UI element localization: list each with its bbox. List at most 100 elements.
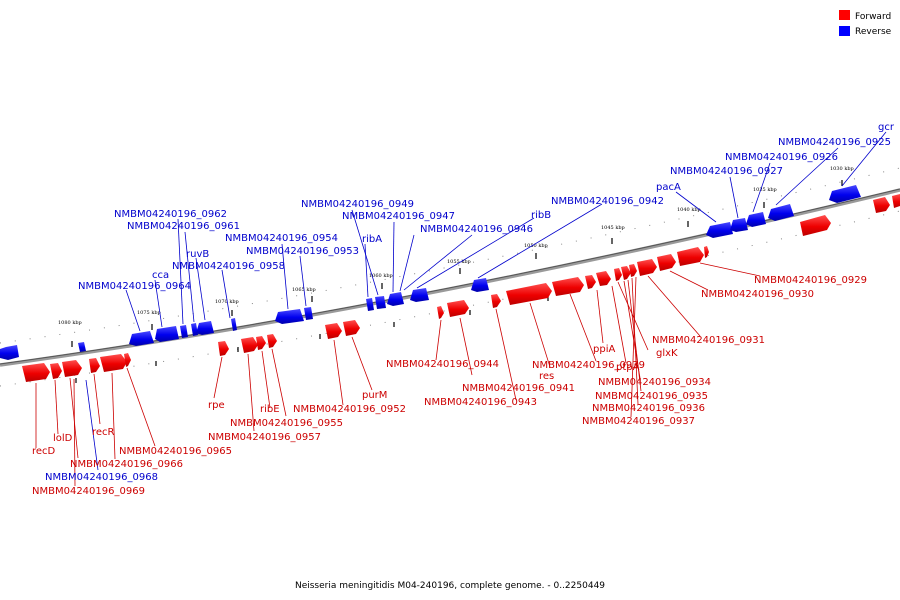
gene-reverse[interactable] (471, 278, 489, 292)
gene-label: purM (362, 390, 387, 401)
gene-label: NMBM04240196_0966 (70, 459, 183, 470)
gene-label: NMBM04240196_0955 (230, 418, 343, 429)
gene-label: NMBM04240196_0947 (342, 211, 455, 222)
gene-label: ribE (260, 404, 280, 415)
gene-label: NMBM04240196_0927 (670, 166, 783, 177)
map-caption: Neisseria meningitidis M04-240196, compl… (295, 581, 605, 591)
tick-label: 1040 kbp (677, 207, 701, 213)
major-ticks (71, 180, 843, 383)
gene-label: NMBM04240196_0929 (754, 275, 867, 286)
gene-forward[interactable] (800, 215, 831, 236)
gene-label: NMBM04240196_0968 (45, 472, 158, 483)
gene-forward[interactable] (892, 194, 900, 208)
tick-label: 1080 kbp (58, 320, 82, 326)
gene-label: NMBM04240196_0944 (386, 359, 499, 370)
legend: Forward Reverse (839, 10, 892, 37)
gene-label: cca (152, 270, 169, 281)
gene-label: NMBM04240196_0949 (301, 199, 414, 210)
gene-reverse[interactable] (0, 345, 19, 360)
gene-label: res (539, 371, 554, 382)
gene-forward[interactable] (629, 264, 637, 277)
gene-reverse[interactable] (730, 218, 748, 232)
gene-forward[interactable] (621, 266, 631, 280)
gene-forward[interactable] (343, 320, 360, 336)
gene-label: gcr (878, 122, 895, 133)
gene-forward[interactable] (506, 283, 552, 305)
gene-reverse[interactable] (231, 318, 237, 331)
gene-label: NMBM04240196_0937 (582, 416, 695, 427)
gene-forward[interactable] (89, 358, 100, 373)
gene-label: NMBM04240196_0946 (420, 224, 533, 235)
gene-forward[interactable] (241, 337, 258, 353)
gene-forward[interactable] (22, 363, 50, 382)
gene-forward[interactable] (437, 306, 444, 319)
gene-reverse[interactable] (155, 326, 179, 342)
gene-label: NMBM04240196_0936 (592, 403, 705, 414)
gene-forward[interactable] (704, 246, 709, 258)
gene-label: recD (32, 446, 56, 457)
gene-reverse[interactable] (829, 185, 861, 203)
gene-reverse[interactable] (410, 288, 429, 302)
tick-label: 1055 kbp (447, 259, 471, 265)
gene-forward[interactable] (325, 323, 342, 339)
tick-label: 1060 kbp (369, 273, 393, 279)
gene-label: NMBM04240196_0962 (114, 209, 227, 220)
gene-label: NMBM04240196_0939 (532, 360, 645, 371)
gene-forward[interactable] (62, 360, 82, 377)
gene-label: NMBM04240196_0954 (225, 233, 338, 244)
tick-label: 1050 kbp (524, 243, 548, 249)
gene-label: NMBM04240196_0934 (598, 377, 711, 388)
gene-forward[interactable] (256, 336, 266, 350)
gene-forward[interactable] (585, 275, 596, 289)
gene-label: NMBM04240196_0930 (701, 289, 814, 300)
gene-forward[interactable] (677, 247, 704, 266)
gene-forward[interactable] (124, 353, 131, 367)
gene-forward[interactable] (637, 259, 657, 276)
gene-reverse[interactable] (746, 212, 766, 227)
gene-reverse[interactable] (375, 296, 386, 309)
reverse-genes (0, 185, 861, 360)
gene-forward[interactable] (873, 197, 890, 213)
gene-forward[interactable] (657, 254, 676, 271)
gene-reverse[interactable] (304, 307, 313, 320)
gene-reverse[interactable] (196, 321, 214, 335)
gene-label: pacA (656, 182, 681, 193)
gene-reverse[interactable] (387, 292, 404, 306)
gene-reverse[interactable] (366, 298, 374, 311)
gene-forward[interactable] (447, 300, 469, 317)
tick-label: 1030 kbp (830, 166, 854, 172)
gene-forward[interactable] (596, 271, 611, 286)
gene-label: NMBM04240196_0969 (32, 486, 145, 497)
gene-reverse[interactable] (129, 331, 154, 346)
legend-label-forward: Forward (855, 12, 891, 22)
gene-label: NMBM04240196_0943 (424, 397, 537, 408)
gene-label: ppiA (593, 344, 615, 355)
gene-reverse[interactable] (180, 325, 188, 338)
gene-label: NMBM04240196_0952 (293, 404, 406, 415)
gene-forward[interactable] (491, 294, 501, 308)
tick-label: 1070 kbp (215, 299, 239, 305)
gene-reverse[interactable] (768, 204, 794, 221)
gene-forward[interactable] (267, 334, 277, 348)
forward-gene-labels: recD lolD recR NMBM04240196_0965 NMBM042… (32, 275, 867, 497)
gene-reverse[interactable] (78, 342, 86, 352)
gene-forward[interactable] (552, 277, 584, 296)
gene-reverse[interactable] (275, 309, 304, 324)
gene-label: NMBM04240196_0935 (595, 391, 708, 402)
gene-label: NMBM04240196_0941 (462, 383, 575, 394)
gene-label: NMBM04240196_0953 (246, 246, 359, 257)
gene-forward[interactable] (614, 268, 622, 281)
gene-label: NMBM04240196_0925 (778, 137, 891, 148)
legend-swatch-forward (839, 10, 850, 20)
gene-label: lolD (53, 433, 73, 444)
gene-reverse[interactable] (706, 222, 733, 238)
tick-label: 1075 kbp (137, 310, 161, 316)
gene-forward[interactable] (100, 354, 127, 372)
gene-label: NMBM04240196_0957 (208, 432, 321, 443)
gene-label: NMBM04240196_0942 (551, 196, 664, 207)
forward-genes (22, 194, 900, 382)
gene-forward[interactable] (50, 363, 62, 379)
gene-label: NMBM04240196_0964 (78, 281, 191, 292)
gene-forward[interactable] (218, 341, 229, 356)
